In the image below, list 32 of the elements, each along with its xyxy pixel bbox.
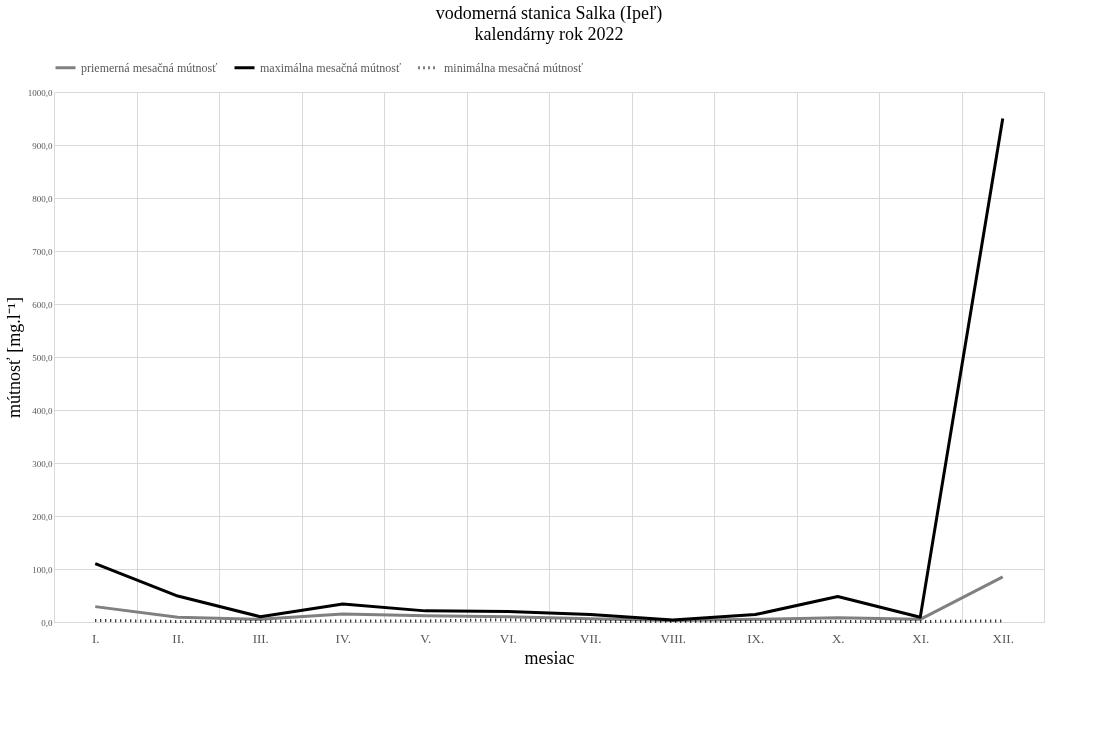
- x-tick-label: XI.: [912, 630, 930, 646]
- x-tick-label: IV.: [335, 630, 351, 646]
- chart-title: vodomerná stanica Salka (Ipeľ): [435, 3, 663, 24]
- y-tick-label: 600,0: [32, 299, 53, 310]
- y-tick-label: 400,0: [32, 405, 53, 416]
- x-tick-label: I.: [91, 630, 100, 646]
- x-tick-label: VIII.: [660, 630, 687, 646]
- y-tick-label: 1000,0: [27, 87, 53, 98]
- x-tick-label: VII.: [580, 630, 602, 646]
- y-tick-label: 800,0: [32, 193, 53, 204]
- line-series: [93, 117, 1005, 622]
- y-tick-label: 0,0: [41, 617, 53, 628]
- x-tick-label: XII.: [992, 630, 1014, 646]
- x-tick-label: III.: [252, 630, 269, 646]
- y-tick-label: 900,0: [32, 140, 53, 151]
- y-tick-label: 200,0: [32, 511, 53, 522]
- line-series: [93, 575, 1005, 622]
- x-tick-label: II.: [172, 630, 185, 646]
- x-tick-label: X.: [831, 630, 845, 646]
- y-axis-title: mútnosť [mg.l⁻¹]: [3, 296, 24, 419]
- legend-label: priemerná mesačná mútnosť: [81, 60, 218, 75]
- x-tick-label: V.: [420, 630, 432, 646]
- y-tick-label: 300,0: [32, 458, 53, 469]
- y-tick-label: 700,0: [32, 246, 53, 257]
- x-tick-label: IX.: [747, 630, 765, 646]
- legend-label: maximálna mesačná mútnosť: [260, 60, 402, 75]
- chart-subtitle: kalendárny rok 2022: [474, 24, 624, 44]
- x-tick-label: VI.: [499, 630, 517, 646]
- y-tick-label: 500,0: [32, 352, 53, 363]
- legend-label: minimálna mesačná mútnosť: [444, 60, 584, 75]
- x-axis-title: mesiac: [524, 647, 575, 668]
- y-tick-label: 100,0: [32, 564, 53, 575]
